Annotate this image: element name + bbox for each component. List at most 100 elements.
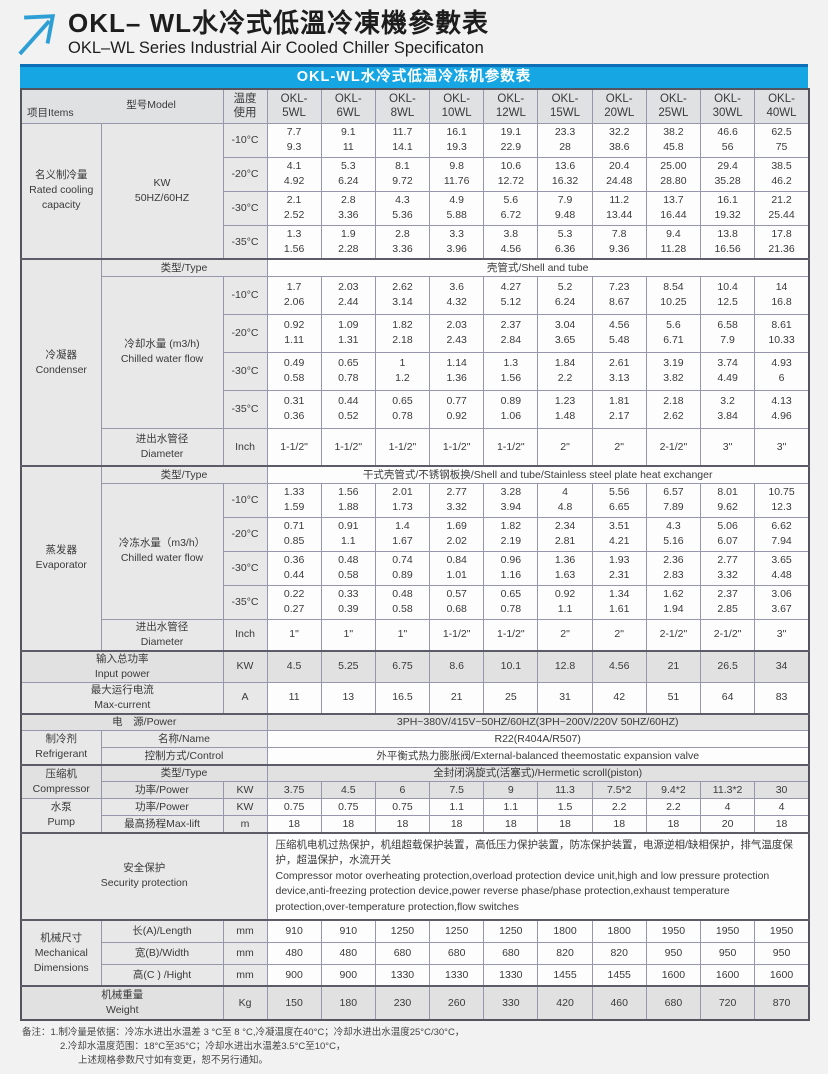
value-cell: 950 xyxy=(699,941,756,965)
value-cell: 180 xyxy=(320,985,376,1021)
value-cell: 3.2 3.84 xyxy=(699,389,756,429)
value-cell: 11.3*2 xyxy=(699,781,756,799)
items-label: 项目Items xyxy=(27,107,74,119)
value-cell: 230 xyxy=(374,985,431,1021)
input-power-unit: KW xyxy=(222,649,268,683)
value-cell: 1-1/2" xyxy=(374,427,431,467)
value-cell: 1950 xyxy=(645,919,702,943)
value-cell: 0.33 0.39 xyxy=(320,584,376,620)
value-cell: 62.5 75 xyxy=(754,122,810,158)
model-header-cell: OKL- 30WL xyxy=(699,88,756,124)
temp-cell: -35°C xyxy=(222,389,268,429)
value-cell: 3.65 4.48 xyxy=(754,550,810,586)
value-cell: 1-1/2" xyxy=(483,427,539,467)
value-cell: 1.34 1.61 xyxy=(591,584,647,620)
rated-cooling-label: 名义制冷量 Rated cooling capacity xyxy=(20,122,102,260)
value-cell: 7.5 xyxy=(429,781,485,799)
value-cell: 0.65 0.78 xyxy=(320,351,376,391)
compressor-power-label: 功率/Power xyxy=(100,781,224,799)
value-cell: 4 xyxy=(699,798,756,816)
value-cell: 9.8 11.76 xyxy=(429,156,485,192)
value-cell: 13.8 16.56 xyxy=(699,224,756,260)
value-cell: 2.8 3.36 xyxy=(320,190,376,226)
rated-row: -20°C 4.1 4.92 5.3 6.24 8.1 9.72 9.8 11.76 10.6 1… xyxy=(21,156,810,192)
pump-lift-row: 最高扬程Max-lift m 18 18 18 18 18 18 18 18 20 18 xyxy=(21,815,810,833)
value-cell: 7.8 9.36 xyxy=(591,224,647,260)
value-cell: 1-1/2" xyxy=(483,618,539,651)
value-cell: 0.65 0.78 xyxy=(374,389,431,429)
value-cell: 5.25 xyxy=(320,650,376,683)
items-model-diagonal-cell: 项目Items 型号Model xyxy=(20,88,224,124)
temp-cell: -20°C xyxy=(222,156,268,192)
value-cell: 3.28 3.94 xyxy=(483,482,539,518)
value-cell: 6.58 7.9 xyxy=(699,313,756,353)
temp-cell: -20°C xyxy=(222,516,268,552)
model-header-cell: OKL- 15WL xyxy=(537,88,593,124)
height-label: 高(C ) /Hight xyxy=(100,963,224,987)
value-cell: 18 xyxy=(645,815,702,833)
value-cell: 2.2 xyxy=(591,798,647,816)
weight-unit: Kg xyxy=(222,985,268,1021)
value-cell: 18 xyxy=(374,815,431,833)
value-cell: 11.2 13.44 xyxy=(591,190,647,226)
value-cell: 0.96 1.16 xyxy=(483,550,539,586)
condenser-flow-row: -35°C 0.31 0.36 0.44 0.52 0.65 0.78 0.77 0.92 0.… xyxy=(21,389,810,429)
power-supply-value: 3PH~380V/415V~50HZ/60HZ(3PH~200V/220V 50… xyxy=(266,712,810,731)
value-cell: 16.5 xyxy=(374,681,431,714)
model-header-cell: OKL- 8WL xyxy=(374,88,431,124)
refrigerant-control-row: 控制方式/Control 外平衡式热力膨胀阀/External-balanced… xyxy=(21,747,810,765)
value-cell: 13.7 16.44 xyxy=(645,190,702,226)
pump-lift-unit: m xyxy=(222,815,268,833)
value-cell: 2.62 3.14 xyxy=(374,275,431,315)
value-cell: 7.23 8.67 xyxy=(591,275,647,315)
value-cell: 0.48 0.58 xyxy=(374,584,431,620)
value-cell: 0.71 0.85 xyxy=(266,516,322,552)
dimension-row: 高(C ) /Hight mm 900 900 1330 1330 1330 1455 14… xyxy=(21,963,810,987)
value-cell: 1.7 2.06 xyxy=(266,275,322,315)
model-header-cell: OKL- 40WL xyxy=(754,88,810,124)
length-label: 长(A)/Length xyxy=(100,919,224,943)
value-cell: 1.33 1.59 xyxy=(266,482,322,518)
temp-cell: -30°C xyxy=(222,190,268,226)
value-cell: 1.9 2.28 xyxy=(320,224,376,260)
width-unit: mm xyxy=(222,941,268,965)
value-cell: 8.1 9.72 xyxy=(374,156,431,192)
power-supply-label: 电 源/Power xyxy=(20,712,268,731)
value-cell: 3.06 3.67 xyxy=(754,584,810,620)
value-cell: 680 xyxy=(429,941,485,965)
value-cell: 0.91 1.1 xyxy=(320,516,376,552)
model-header-cell: OKL- 5WL xyxy=(266,88,322,124)
value-cell: 4.1 4.92 xyxy=(266,156,322,192)
value-cell: 18 xyxy=(320,815,376,833)
value-cell: 3.8 4.56 xyxy=(483,224,539,260)
refrigerant-name-value: R22(R404A/R507) xyxy=(266,730,810,748)
evaporator-type-row: 蒸发器 Evaporator 类型/Type 干式壳管式/不锈钢板换/Shell… xyxy=(20,465,810,651)
evaporator-label: 蒸发器 Evaporator xyxy=(20,465,102,651)
brand-arrow-icon xyxy=(18,14,56,56)
value-cell: 910 xyxy=(266,919,322,943)
value-cell: 5.3 6.36 xyxy=(537,224,593,260)
temp-cell: -30°C xyxy=(222,550,268,586)
value-cell: 4.56 xyxy=(591,650,647,683)
pump-label: 水泵 Pump xyxy=(20,798,102,833)
value-cell: 51 xyxy=(645,681,702,714)
pump-power-row: 水泵 Pump 功率/Power KW 0.75 0.75 0.75 1.1 1.1 1.… xyxy=(20,798,810,833)
value-cell: 870 xyxy=(754,985,810,1021)
value-cell: 17.8 21.36 xyxy=(754,224,810,260)
value-cell: 3.04 3.65 xyxy=(537,313,593,353)
value-cell: 680 xyxy=(483,941,539,965)
value-cell: 1-1/2" xyxy=(320,427,376,467)
length-unit: mm xyxy=(222,919,268,943)
value-cell: 2.01 1.73 xyxy=(374,482,431,518)
value-cell: 30 xyxy=(754,781,810,799)
value-cell: 18 xyxy=(266,815,322,833)
model-label: 型号Model xyxy=(126,99,176,111)
note-line: 上述规格参数尺寸如有变更，恕不另行通知。 xyxy=(78,1055,269,1066)
value-cell: 20.4 24.48 xyxy=(591,156,647,192)
value-cell: 1.23 1.48 xyxy=(537,389,593,429)
value-cell: 4.13 4.96 xyxy=(754,389,810,429)
value-cell: 13 xyxy=(320,681,376,714)
value-cell: 2-1/2" xyxy=(645,618,702,651)
value-cell: 1.82 2.18 xyxy=(374,313,431,353)
